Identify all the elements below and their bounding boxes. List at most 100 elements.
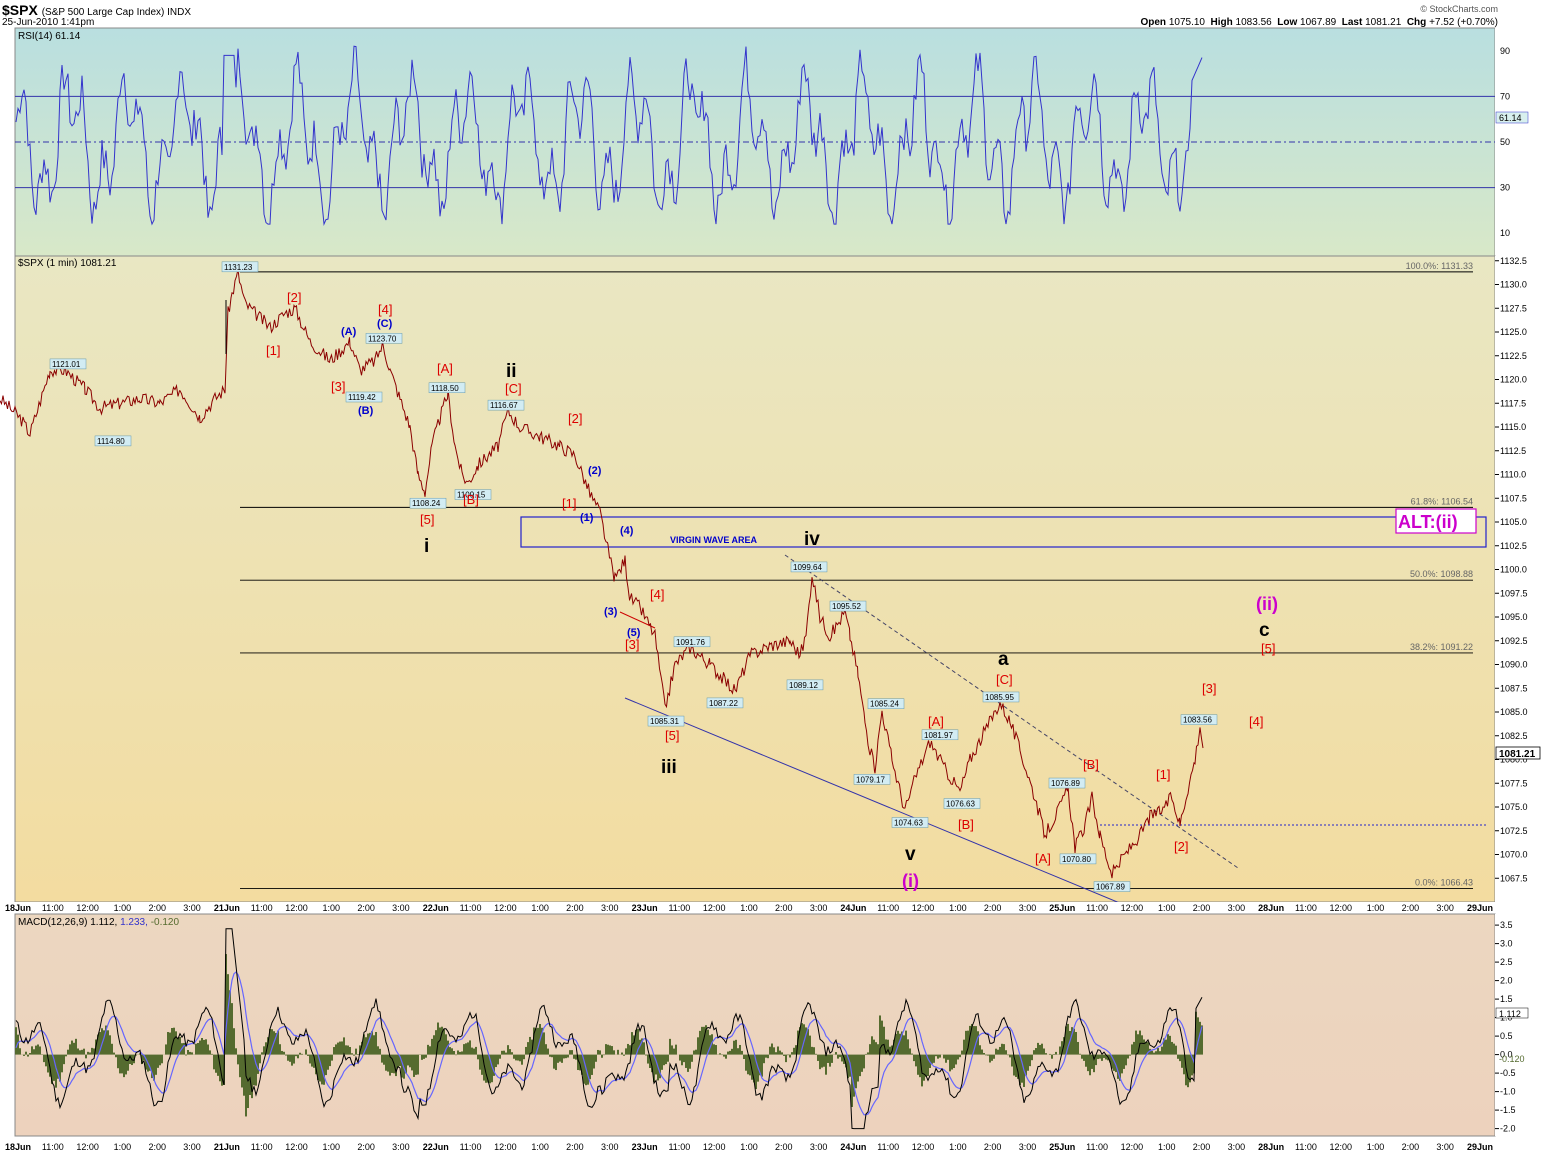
wave-label-magenta: (i): [902, 871, 919, 891]
wave-label-black: iii: [661, 757, 677, 778]
x-tick-label: 1:00: [949, 903, 967, 913]
x-axis-top: 18Jun 11:00 12:00 1:00 2:00 3:00 21Jun 11:00 12:…: [0, 902, 1550, 914]
x-tick-label: 3:00: [601, 1142, 619, 1152]
chart-header: $SPX (S&P 500 Large Cap Index) INDX 25-J…: [0, 0, 1550, 28]
x-tick-label: 12:00: [285, 1142, 308, 1152]
x-tick-label: 11:00: [460, 903, 482, 913]
price-callout-box: [221, 261, 259, 273]
price-callout-label: 1085.24: [870, 700, 899, 709]
wave-label-blue: (B): [358, 405, 374, 417]
macd-signal-line: [15, 971, 1203, 1116]
wave-label-blue: (1): [580, 512, 594, 524]
price-callout-box: [790, 561, 828, 573]
x-tick-label: 11:00: [1086, 903, 1108, 913]
price-callout-box: [891, 817, 929, 828]
price-tick-label: 1125.0: [1500, 327, 1527, 337]
wave-label-black: iv: [804, 529, 820, 550]
price-tick-label: 1130.0: [1500, 280, 1527, 290]
price-callout-box: [487, 399, 525, 411]
price-tick-label: 1097.5: [1500, 588, 1528, 598]
x-tick-label: 11:00: [1295, 1142, 1317, 1152]
x-tick-label: 25Jun: [1049, 903, 1075, 913]
macd-hist-last-value: -0.120: [1499, 1054, 1525, 1064]
wave-label-blue: (4): [620, 525, 634, 537]
x-tick-label: 3:00: [183, 903, 201, 913]
price-tick-label: 1067.5: [1500, 873, 1528, 883]
price-tick-label: 1127.5: [1500, 303, 1527, 313]
wave-label-red: [B]: [463, 492, 479, 507]
wave-label-red: [1]: [1156, 767, 1170, 782]
price-callout-box: [49, 358, 87, 370]
x-tick-label: 12:00: [494, 1142, 517, 1152]
price-callout-label: 1089.12: [789, 681, 818, 690]
x-tick-label: 2:00: [984, 1142, 1002, 1152]
x-tick-label: 22Jun: [423, 903, 449, 913]
x-axis-bottom: 18Jun 11:00 12:00 1:00 2:00 3:00 21Jun 11:00 12:…: [0, 1141, 1550, 1153]
x-tick-label: 2:00: [357, 1142, 375, 1152]
x-tick-label: 2:00: [775, 903, 793, 913]
price-callout-label: 1099.64: [793, 563, 822, 572]
virgin-wave-area-box: [520, 516, 1487, 548]
price-callout-box: [345, 391, 383, 403]
macd-title: MACD(12,26,9) 1.112, 1.233, -0.120: [18, 917, 179, 928]
wave-label-red: [A]: [437, 361, 453, 376]
x-tick-label: 12:00: [1329, 903, 1352, 913]
x-tick-label: 11:00: [1295, 903, 1317, 913]
price-tick-label: 1075.0: [1500, 802, 1528, 812]
wave-label-red: [C]: [505, 381, 522, 396]
wave-label-black: a: [998, 649, 1009, 670]
x-tick-label: 2:00: [566, 1142, 584, 1152]
x-tick-label: 1:00: [1158, 903, 1176, 913]
wave-label-red: [3]: [1202, 681, 1216, 696]
rsi-panel: 10 30 50 70 90 RSI(14) 61.14 61.14: [14, 27, 1550, 257]
x-tick-label: 1:00: [740, 903, 758, 913]
x-tick-label: 1:00: [1367, 1142, 1385, 1152]
price-panel: 1067.5 1070.0 1072.5 1075.0 1077.5 1080.0 1082…: [0, 255, 1550, 984]
price-callout-label: 1123.70: [368, 334, 397, 343]
price-tick-label: 1087.5: [1500, 683, 1528, 693]
x-tick-label: 11:00: [42, 903, 64, 913]
price-tick-label: 1085.0: [1500, 707, 1528, 717]
price-tick-label: 1092.5: [1500, 636, 1528, 646]
price-tick-label: 1102.5: [1500, 541, 1527, 551]
price-tick-label: 1090.0: [1500, 660, 1528, 670]
price-callout-label: 1108.24: [412, 499, 441, 508]
price-callout-box: [365, 333, 403, 344]
wave-label-red: [A]: [928, 714, 944, 729]
x-tick-label: 1:00: [531, 1142, 549, 1152]
price-callout-box: [94, 435, 132, 447]
fibonacci-levels: 100.0%: 1131.33 61.8%: 1106.54 50.0%: 1098…: [240, 261, 1473, 889]
wave-label-magenta: (ii): [1256, 594, 1278, 614]
wave-label-red: [1]: [562, 496, 576, 511]
x-tick-label: 24Jun: [840, 1142, 866, 1152]
x-tick-label: 11:00: [251, 903, 273, 913]
x-tick-label: 3:00: [1436, 1142, 1454, 1152]
price-tick-label: 1080.0: [1500, 755, 1528, 765]
price-callout-label: 1083.56: [1183, 716, 1212, 725]
x-tick-label: 2:00: [775, 1142, 793, 1152]
price-callout-label: 1091.76: [676, 638, 705, 647]
price-tick-label: 1117.5: [1500, 398, 1526, 408]
x-tick-label: 1:00: [114, 903, 132, 913]
x-tick-label: 12:00: [76, 1142, 99, 1152]
x-tick-label: 3:00: [1019, 1142, 1037, 1152]
price-callout-label: 1079.17: [856, 775, 885, 784]
x-tick-label: 12:00: [285, 903, 308, 913]
x-tick-label: 12:00: [912, 903, 935, 913]
price-callout-box: [1180, 714, 1218, 725]
x-tick-label: 12:00: [1329, 1142, 1352, 1152]
price-tick-label: 1110.0: [1500, 470, 1526, 480]
wave-label-red: [5]: [665, 728, 679, 743]
x-tick-label: 1:00: [531, 903, 549, 913]
price-callout-label: 1121.01: [52, 360, 81, 369]
price-callout-box: [829, 600, 867, 612]
wave-label-red: [2]: [287, 290, 301, 305]
x-tick-label: 1:00: [1367, 903, 1385, 913]
x-tick-label: 11:00: [460, 1142, 482, 1152]
x-tick-label: 3:00: [810, 1142, 828, 1152]
rsi-tick-label: 30: [1500, 183, 1510, 193]
x-tick-label: 2:00: [148, 1142, 166, 1152]
x-tick-label: 1:00: [949, 1142, 967, 1152]
virgin-wave-area-label: VIRGIN WAVE AREA: [670, 535, 758, 545]
price-tick-label: 1070.0: [1500, 850, 1528, 860]
